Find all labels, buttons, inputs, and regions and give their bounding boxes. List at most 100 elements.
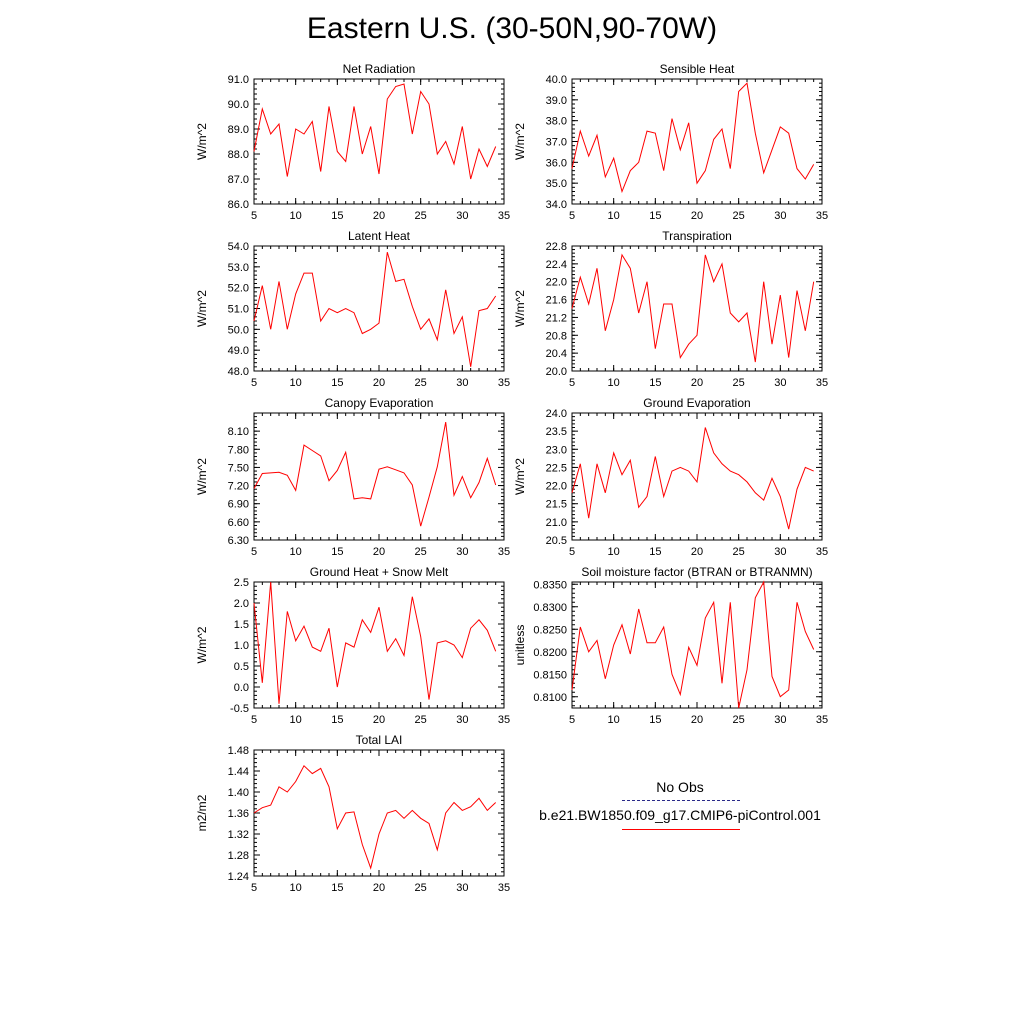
y-tick-label: 1.32 [228, 829, 249, 841]
y-tick-label: 1.0 [234, 640, 249, 652]
y-tick-label: 23.5 [546, 426, 567, 438]
y-tick-label: 1.24 [228, 871, 249, 883]
panel-title: Latent Heat [348, 229, 411, 243]
panel-5: Canopy Evaporation W/m^2 5 10 15 20 25 30 35 6.30… [195, 396, 510, 558]
panel-4: Transpiration W/m^2 5 10 15 20 25 30 35 20.0 20.4 2… [513, 229, 828, 389]
legend-model-line [622, 829, 740, 830]
x-tick-label: 5 [251, 714, 257, 726]
legend-model-label: b.e21.BW1850.f09_g17.CMIP6-piControl.001 [539, 807, 821, 823]
plot-frame [571, 412, 823, 541]
x-tick-label: 30 [456, 546, 468, 558]
y-tick-label: 39.0 [546, 95, 567, 107]
y-tick-label: 40.0 [546, 74, 567, 86]
x-tick-label: 20 [373, 882, 385, 894]
series-line [253, 252, 497, 367]
x-tick-label: 10 [290, 714, 302, 726]
x-tick-label: 25 [733, 546, 745, 558]
x-tick-label: 5 [569, 377, 575, 389]
y-tick-label: 22.0 [546, 481, 567, 493]
y-axis-label: W/m^2 [513, 290, 527, 327]
page-title: Eastern U.S. (30-50N,90-70W) [306, 12, 718, 45]
series-line [571, 427, 814, 530]
x-tick-label: 25 [415, 546, 427, 558]
y-tick-label: 20.8 [546, 330, 567, 342]
y-tick-label: 37.0 [546, 137, 567, 149]
y-tick-label: 7.50 [228, 462, 249, 474]
y-tick-label: 1.5 [234, 619, 249, 631]
panel-title: Sensible Heat [660, 62, 735, 76]
series-line [571, 82, 815, 194]
x-tick-label: 10 [290, 882, 302, 894]
x-tick-label: 25 [415, 882, 427, 894]
x-tick-label: 30 [774, 377, 786, 389]
x-tick-label: 15 [331, 882, 343, 894]
plot-frame [571, 78, 823, 205]
y-tick-label: 2.0 [234, 598, 249, 610]
x-tick-label: 5 [251, 882, 257, 894]
y-tick-label: 1.44 [228, 766, 249, 778]
x-tick-label: 25 [733, 210, 745, 222]
x-tick-label: 35 [816, 546, 828, 558]
series-line [253, 83, 497, 180]
panel-3: Latent Heat W/m^2 5 10 15 20 25 30 35 48.0 49.0 50.… [195, 229, 510, 389]
x-tick-label: 15 [331, 714, 343, 726]
x-tick-label: 10 [608, 377, 620, 389]
y-tick-label: 6.30 [228, 535, 249, 547]
series-line [253, 422, 497, 527]
x-tick-label: 10 [608, 714, 620, 726]
x-tick-label: 5 [569, 210, 575, 222]
x-tick-label: 5 [251, 546, 257, 558]
y-axis-label: W/m^2 [195, 123, 209, 160]
panel-title: Transpiration [662, 229, 732, 243]
x-tick-label: 15 [331, 546, 343, 558]
y-tick-label: 1.28 [228, 850, 249, 862]
x-tick-label: 5 [251, 210, 257, 222]
x-tick-label: 15 [331, 210, 343, 222]
y-axis-label: W/m^2 [513, 123, 527, 160]
y-tick-label: 0.0 [234, 682, 249, 694]
panel-title: Soil moisture factor (BTRAN or BTRANMN) [581, 565, 812, 579]
y-axis-label: m2/m2 [195, 794, 209, 831]
y-tick-label: 49.0 [228, 345, 249, 357]
x-tick-label: 15 [649, 714, 661, 726]
x-tick-label: 30 [456, 882, 468, 894]
x-tick-label: 5 [569, 714, 575, 726]
panel-9: Total LAI m2/m2 5 10 15 20 25 30 35 1.24 1.28 1.32 1… [195, 733, 510, 894]
x-tick-label: 35 [498, 714, 510, 726]
y-tick-label: 51.0 [228, 304, 249, 316]
series-line [253, 581, 497, 704]
y-tick-label: 21.2 [546, 312, 567, 324]
y-tick-label: 52.0 [228, 283, 249, 295]
panel-title: Canopy Evaporation [325, 396, 434, 410]
x-tick-label: 20 [691, 714, 703, 726]
x-tick-label: 30 [456, 377, 468, 389]
series-line [253, 764, 497, 870]
x-tick-label: 15 [649, 210, 661, 222]
panel-6: Ground Evaporation W/m^2 5 10 15 20 25 30 35 20.5… [513, 396, 828, 558]
y-tick-label: -0.5 [230, 703, 249, 715]
y-tick-label: 35.0 [546, 178, 567, 190]
y-tick-label: 6.90 [228, 499, 249, 511]
x-tick-label: 10 [290, 377, 302, 389]
x-tick-label: 35 [816, 377, 828, 389]
x-tick-label: 30 [774, 546, 786, 558]
y-axis-label: W/m^2 [195, 626, 209, 663]
panel-title: Ground Evaporation [643, 396, 750, 410]
x-tick-label: 10 [290, 546, 302, 558]
x-tick-label: 20 [691, 210, 703, 222]
x-tick-label: 20 [691, 377, 703, 389]
panel-title: Net Radiation [343, 62, 416, 76]
y-tick-label: 21.0 [546, 517, 567, 529]
y-tick-label: 0.8300 [533, 602, 567, 614]
y-tick-label: 89.0 [228, 124, 249, 136]
x-tick-label: 30 [774, 714, 786, 726]
x-tick-label: 10 [608, 210, 620, 222]
plot-frame [571, 581, 823, 709]
x-tick-label: 30 [774, 210, 786, 222]
y-tick-label: 20.0 [546, 366, 567, 378]
y-tick-label: 1.48 [228, 745, 249, 757]
y-tick-label: 20.5 [546, 535, 567, 547]
x-tick-label: 10 [608, 546, 620, 558]
panel-7: Ground Heat + Snow Melt W/m^2 5 10 15 20 25 30 3… [195, 565, 510, 726]
y-tick-label: 0.8350 [533, 579, 567, 591]
